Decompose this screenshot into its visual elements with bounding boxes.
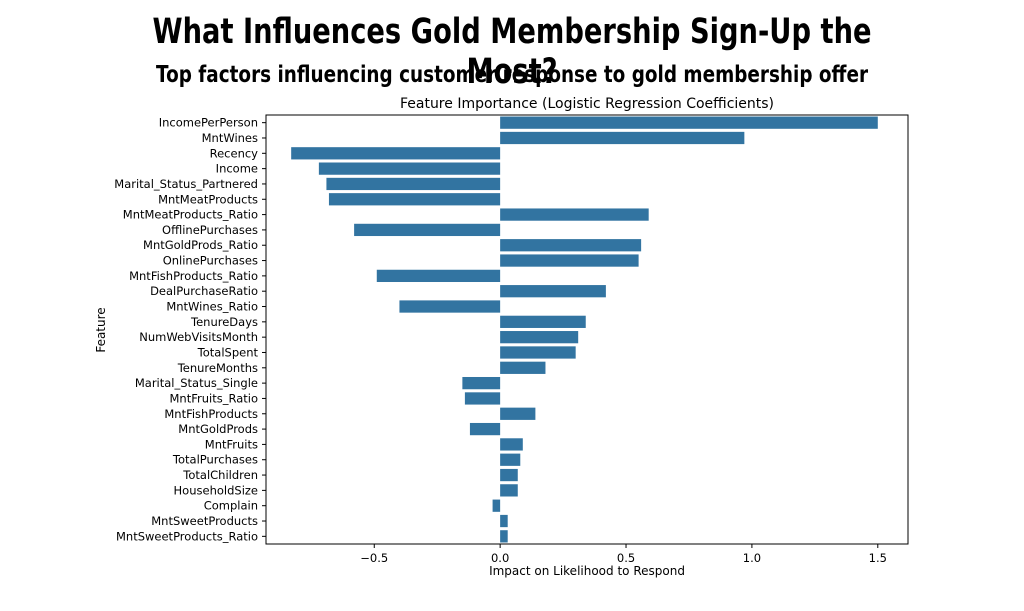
y-tick-label: TotalPurchases — [172, 453, 258, 467]
bar-MntFruits_Ratio — [464, 392, 501, 405]
bar-MntGoldProds — [469, 422, 501, 436]
bar-Recency — [291, 147, 501, 160]
bar-MntMeatProducts_Ratio — [500, 208, 649, 221]
y-axis-ticks: IncomePerPersonMntWinesRecencyIncomeMari… — [114, 116, 266, 543]
bar-Income — [318, 162, 501, 175]
main-title: What Influences Gold Membership Sign-Up … — [152, 12, 872, 92]
y-tick-label: TotalChildren — [182, 468, 258, 482]
bar-MntMeatProducts — [328, 193, 501, 206]
x-axis-ticks: −0.5 0.0 0.5 1.0 1.5 — [360, 544, 887, 565]
y-tick-label: MntWines — [202, 131, 258, 145]
bar-MntSweetProducts — [500, 514, 508, 528]
y-tick-label: TotalSpent — [197, 345, 259, 359]
bar-TenureDays — [500, 315, 586, 328]
bars-group — [291, 116, 878, 543]
plot-title: Feature Importance (Logistic Regression … — [400, 96, 774, 112]
y-tick-label: OnlinePurchases — [163, 254, 258, 268]
x-tick-label: 0.0 — [491, 551, 509, 565]
x-tick-label: −0.5 — [360, 551, 388, 565]
y-tick-label: MntSweetProducts_Ratio — [116, 529, 258, 543]
y-tick-label: DealPurchaseRatio — [150, 284, 258, 298]
x-tick-label: 1.0 — [743, 551, 761, 565]
bar-DealPurchaseRatio — [500, 285, 606, 298]
y-tick-label: MntSweetProducts — [151, 514, 258, 528]
y-tick-label: HouseholdSize — [174, 483, 258, 497]
subtitle: Top factors influencing customer respons… — [155, 62, 869, 88]
x-axis-label: Impact on Likelihood to Respond — [489, 564, 685, 578]
y-tick-label: TenureMonths — [177, 361, 258, 375]
y-tick-label: IncomePerPerson — [159, 116, 258, 130]
bar-TotalSpent — [500, 346, 576, 359]
y-tick-label: TenureDays — [190, 315, 258, 329]
y-tick-label: MntFruits — [205, 437, 258, 451]
bar-Marital_Status_Single — [462, 376, 501, 390]
bar-OfflinePurchases — [354, 223, 501, 237]
y-tick-label: OfflinePurchases — [162, 223, 258, 237]
x-tick-label: 0.5 — [617, 551, 635, 565]
bar-MntSweetProducts_Ratio — [500, 530, 508, 543]
bar-OnlinePurchases — [500, 254, 639, 267]
bar-NumWebVisitsMonth — [500, 331, 579, 344]
bar-Complain — [492, 499, 501, 512]
bar-TotalChildren — [500, 468, 518, 482]
bar-IncomePerPerson — [500, 116, 878, 129]
y-axis-label: Feature — [94, 307, 108, 352]
y-tick-label: Marital_Status_Single — [135, 376, 258, 390]
bar-Marital_Status_Partnered — [326, 177, 501, 191]
bar-MntWines_Ratio — [399, 300, 501, 313]
y-tick-label: MntMeatProducts_Ratio — [123, 208, 258, 222]
y-tick-label: Income — [216, 162, 258, 176]
bar-MntFishProducts — [500, 407, 536, 420]
y-tick-label: MntWines_Ratio — [166, 300, 258, 314]
bar-TenureMonths — [500, 361, 546, 374]
y-tick-label: MntMeatProducts — [158, 192, 258, 206]
bar-HouseholdSize — [500, 484, 518, 497]
bar-MntGoldProds_Ratio — [500, 239, 642, 252]
y-tick-label: Complain — [204, 499, 258, 513]
y-tick-label: MntFishProducts_Ratio — [129, 269, 258, 283]
bar-MntFishProducts_Ratio — [376, 269, 501, 283]
bar-TotalPurchases — [500, 453, 521, 466]
y-tick-label: MntGoldProds — [178, 422, 258, 436]
bar-MntFruits — [500, 438, 523, 451]
y-tick-label: NumWebVisitsMonth — [139, 330, 258, 344]
bar-MntWines — [500, 131, 745, 145]
plot-frame — [265, 114, 909, 545]
y-tick-label: MntGoldProds_Ratio — [143, 238, 258, 252]
y-tick-label: Recency — [210, 146, 259, 160]
y-tick-label: Marital_Status_Partnered — [114, 177, 258, 191]
y-tick-label: MntFishProducts — [164, 407, 258, 421]
y-tick-label: MntFruits_Ratio — [170, 391, 259, 405]
x-tick-label: 1.5 — [869, 551, 887, 565]
